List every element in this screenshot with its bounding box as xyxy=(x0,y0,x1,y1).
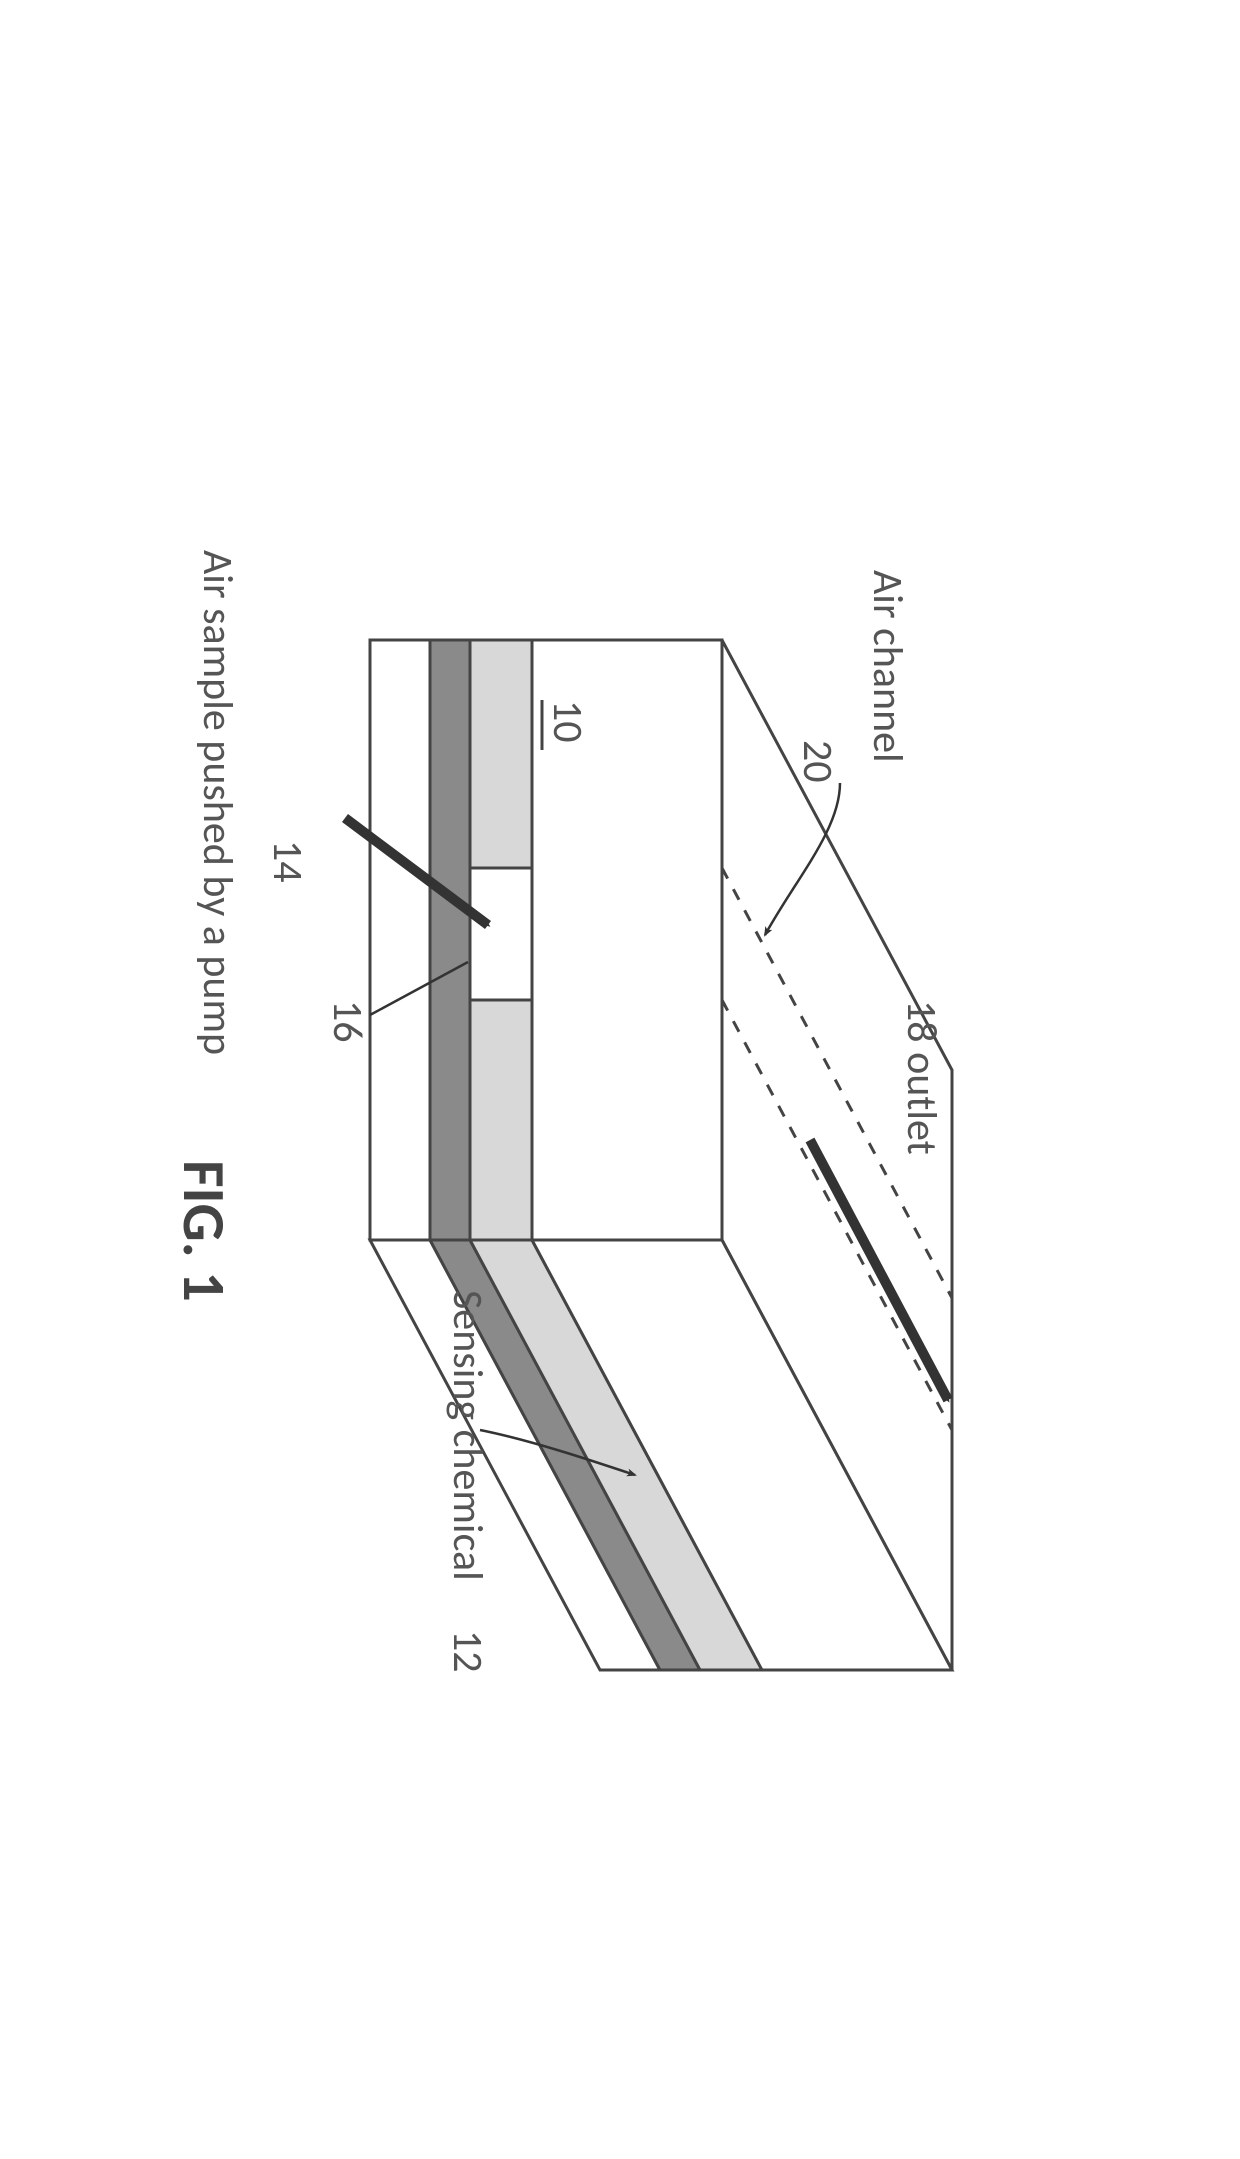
front-bottom-slab xyxy=(370,640,430,1240)
label-ref20: 20 xyxy=(794,740,840,783)
label-ref10: 10 xyxy=(544,700,590,743)
page: Air channel 20 18 outlet 10 14 16 Air sa… xyxy=(0,0,1240,2159)
label-ref12: 12 xyxy=(444,1630,490,1673)
label-ref14: 14 xyxy=(264,840,310,883)
label-sensing-chemical: Sensing chemical xyxy=(444,1290,490,1581)
figure-stage: Air channel 20 18 outlet 10 14 16 Air sa… xyxy=(170,380,1070,1780)
label-air-sample: Air sample pushed by a pump xyxy=(194,550,240,1055)
inlet-opening xyxy=(470,868,532,1000)
label-air-channel: Air channel xyxy=(864,570,910,763)
figure-title: FIG. 1 xyxy=(167,1160,240,1302)
label-ref16: 16 xyxy=(324,1000,370,1043)
label-outlet: 18 outlet xyxy=(898,1000,944,1155)
front-sensing-slab xyxy=(430,640,470,1240)
